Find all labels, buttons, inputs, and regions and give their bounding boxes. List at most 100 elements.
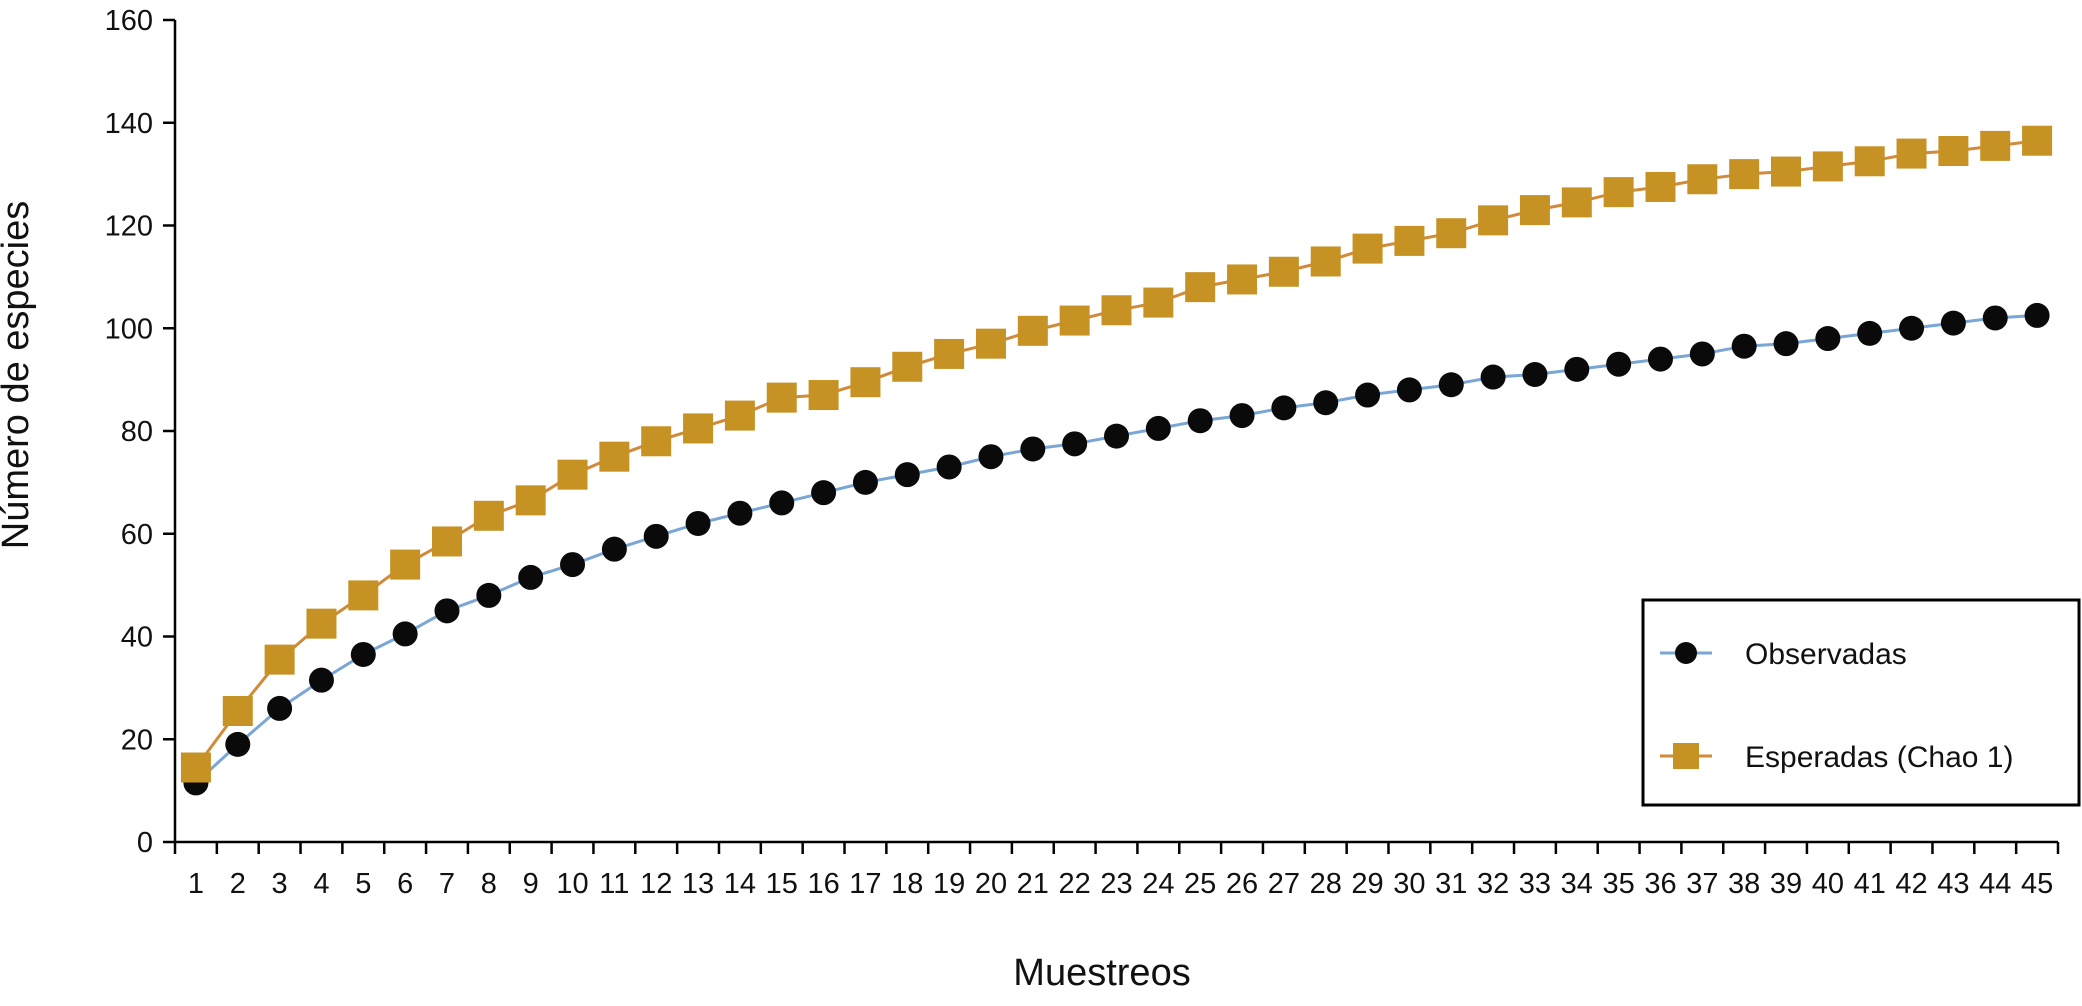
data-point [308,667,334,693]
x-tick-label: 25 [1184,868,1216,900]
y-tick-label: 0 [137,827,153,859]
data-point [1522,361,1548,387]
data-point [1271,395,1297,421]
x-tick-label: 18 [891,868,923,900]
x-tick-label: 13 [682,868,714,900]
x-tick-label: 5 [355,868,371,900]
series-esperadas [180,125,2053,783]
x-tick-label: 37 [1686,868,1718,900]
data-point [850,367,881,398]
y-tick-label: 80 [121,416,153,448]
x-tick-label: 29 [1351,868,1383,900]
data-point [1396,377,1422,403]
x-tick-label: 20 [975,868,1007,900]
x-tick-label: 17 [849,868,881,900]
data-point [222,695,253,726]
data-point [1899,315,1925,341]
data-point [1896,138,1927,169]
data-point [1771,156,1802,187]
data-point [599,441,630,472]
data-point [1187,408,1213,434]
x-tick-label: 45 [2021,868,2053,900]
data-point [1561,187,1592,218]
x-tick-label: 35 [1603,868,1635,900]
data-point [1059,305,1090,336]
data-point [811,480,837,506]
y-tick-label: 60 [121,519,153,551]
data-point [1062,431,1088,457]
x-tick-label: 6 [397,868,413,900]
data-point [852,469,878,495]
data-point [892,351,923,382]
data-point [392,621,418,647]
data-point [350,641,376,667]
y-tick-label: 160 [105,5,153,37]
x-tick-label: 1 [188,868,204,900]
data-point [1689,341,1715,367]
data-point [894,462,920,488]
data-point [1104,423,1129,449]
data-point [724,400,755,431]
data-point [1564,356,1590,382]
data-point [1980,130,2011,161]
x-tick-label: 39 [1770,868,1802,900]
data-point [1436,218,1467,249]
data-point [1647,346,1673,372]
data-point [1982,305,2008,331]
x-tick-label: 3 [272,868,288,900]
x-tick-label: 21 [1017,868,1049,900]
data-point [2024,302,2050,328]
x-tick-label: 42 [1895,868,1927,900]
x-tick-label: 14 [724,868,756,900]
data-point [431,526,462,557]
data-point [306,608,337,639]
data-point [390,549,421,580]
legend-label-observadas: Observadas [1745,638,1907,671]
x-tick-label: 27 [1268,868,1300,900]
data-point [1938,136,1969,167]
data-point [1227,264,1258,295]
data-point [1687,164,1718,195]
data-point [1815,326,1841,352]
data-point [180,752,211,783]
data-point [434,598,460,624]
data-point [769,490,795,516]
y-tick-label: 40 [121,622,153,654]
x-tick-label: 41 [1854,868,1886,900]
data-point [557,459,588,490]
data-point [936,454,962,480]
x-tick-label: 8 [481,868,497,900]
data-point [643,523,669,549]
data-point [1310,246,1341,277]
data-point [1645,171,1676,202]
legend-label-esperadas: Esperadas (Chao 1) [1745,741,2013,774]
x-tick-label: 28 [1310,868,1342,900]
series-observadas [183,302,2050,796]
data-point [975,328,1006,359]
data-point [1773,331,1799,357]
data-point [1478,205,1509,236]
data-point [1355,382,1381,408]
x-tick-label: 19 [933,868,965,900]
x-tick-label: 40 [1812,868,1844,900]
data-point [225,731,251,757]
legend-marker-esperadas [1673,743,1699,769]
data-point [1812,151,1843,182]
x-tick-label: 36 [1644,868,1676,900]
x-tick-label: 44 [1979,868,2011,900]
data-point [267,695,293,721]
y-tick-label: 20 [121,724,153,756]
data-point [1185,272,1216,303]
data-point [1020,436,1046,462]
data-point [1729,159,1760,190]
data-point [1017,315,1048,346]
x-tick-label: 9 [523,868,539,900]
data-point [560,552,586,578]
data-point [473,500,504,531]
x-tick-label: 33 [1519,868,1551,900]
data-point [808,380,839,411]
x-tick-label: 24 [1142,868,1174,900]
data-point [1606,351,1632,377]
data-point [601,536,627,562]
